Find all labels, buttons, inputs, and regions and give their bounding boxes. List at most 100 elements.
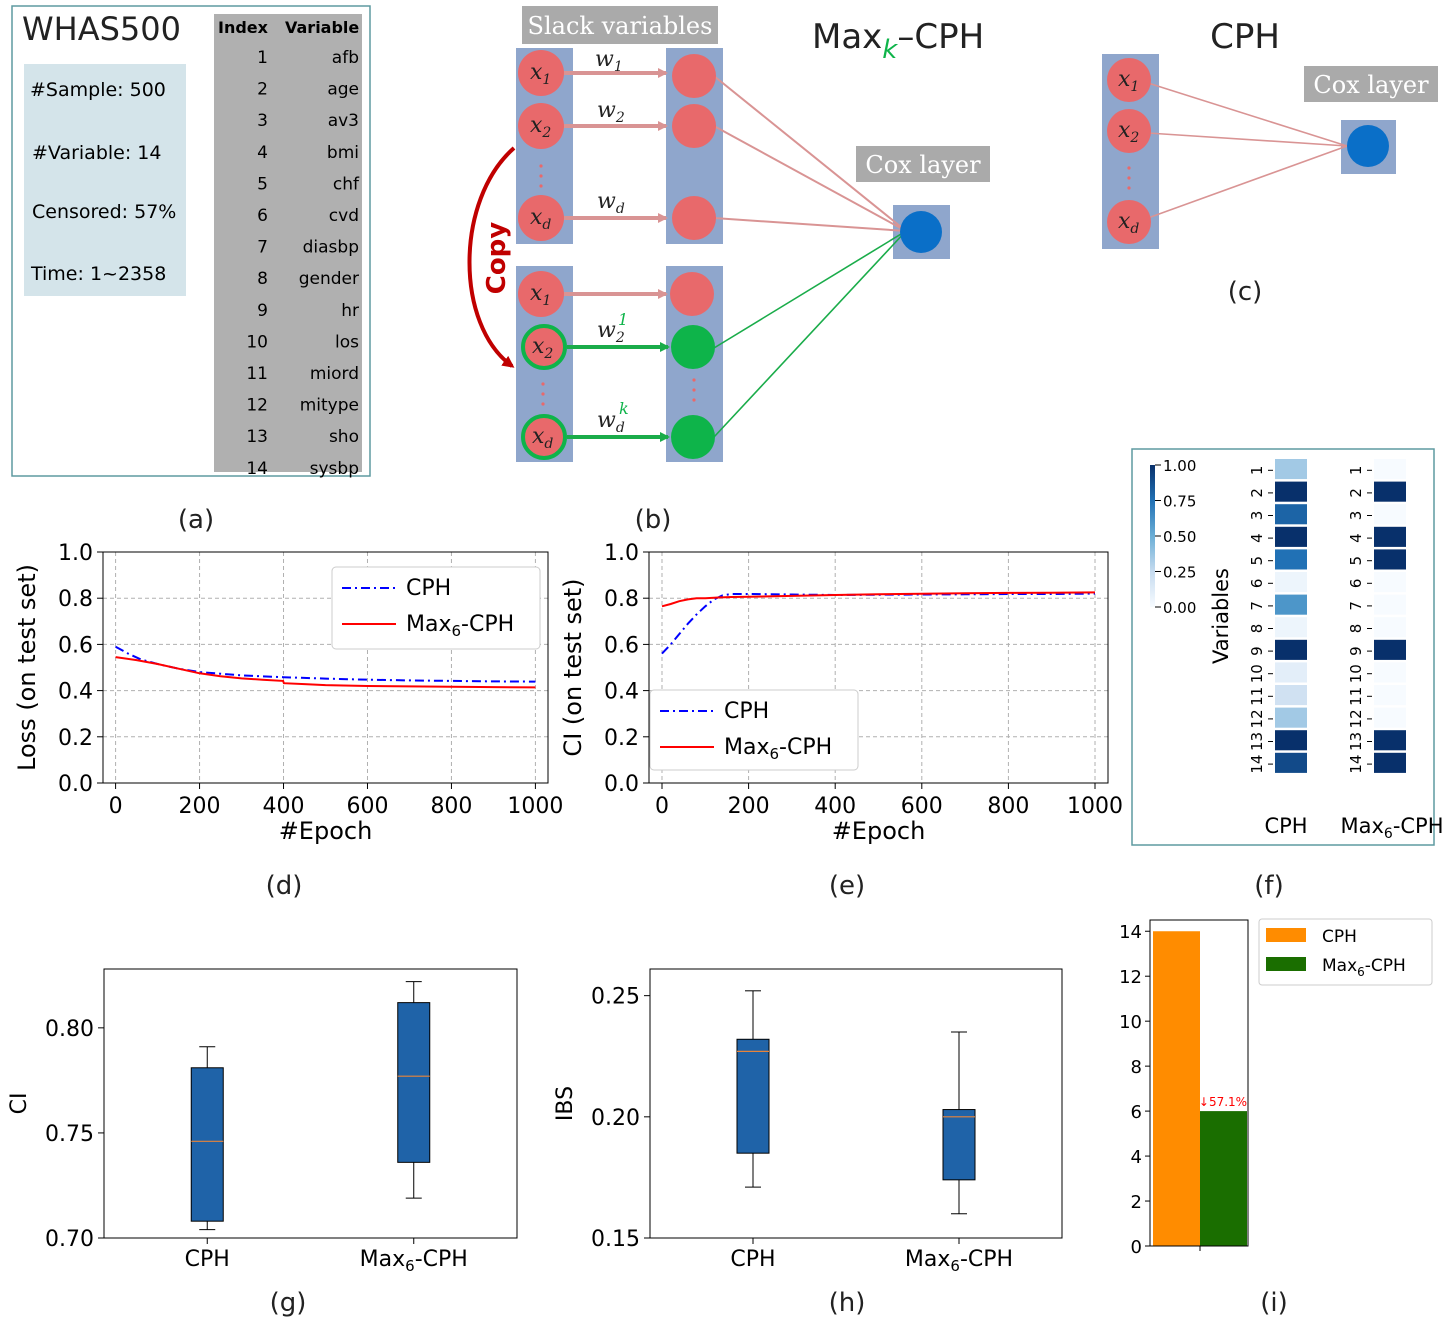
heatmap-row-label: 13 (1347, 732, 1365, 751)
plot-frame (648, 551, 1109, 784)
node-labels-b: x1 x2 xd x1 x2 xd (530, 60, 553, 452)
heatmap-column-label: CPH (1264, 814, 1307, 838)
cph-title: CPH (1210, 17, 1280, 57)
heatmap-column-label: Max6-CPH (1340, 814, 1443, 842)
weight-labels-b: w1 w2 wd w2 1 wd k (595, 47, 629, 436)
y-axis-label: Loss (on test set) (13, 564, 41, 771)
node-x1-bottom (518, 271, 564, 317)
y-tick-label: 0.0 (604, 772, 639, 797)
colorbar-tick-label: 1.00 (1163, 457, 1196, 475)
chart-e-ci: 0.0 0.2 0.4 0.6 0.8 1.0 0 200 400 600 800 1000 #Epoc… (559, 541, 1123, 845)
c-label-x1: x1 (1118, 67, 1139, 95)
y-tick-label: 0.6 (604, 633, 639, 658)
y-tick-label: 0.2 (58, 726, 93, 751)
edges-top (713, 75, 907, 232)
y-tick-label: 0.2 (604, 726, 639, 751)
table-cell-variable: chf (333, 174, 360, 194)
table-cell-index: 12 (246, 396, 268, 416)
bar-annotation: ↓57.1% (1199, 1095, 1247, 1109)
y-tick-label: 0.80 (45, 1017, 94, 1042)
table-cell-variable: diasbp (303, 238, 359, 258)
caption-e: (e) (829, 871, 865, 901)
label-x2-bottom: x2 (532, 334, 553, 362)
heatmap-row-label: 6 (1347, 579, 1365, 589)
table-cell-index: 13 (246, 427, 268, 447)
c-cox-layer-label: Cox layer (1313, 71, 1429, 99)
node-x1-top (518, 50, 564, 96)
dataset-info-box (24, 64, 186, 296)
node-xd-bottom (521, 414, 567, 460)
colorbar-tick-label: 0.25 (1163, 564, 1196, 582)
heatmap-row-label: 7 (1248, 601, 1266, 611)
box (942, 1109, 976, 1181)
plot-frame (102, 551, 549, 784)
heatmap-cell (1374, 617, 1406, 638)
caption-f: (f) (1254, 871, 1283, 901)
chart-g-ci-box: 0.70 0.75 0.80 CPH Max6-CPH CI (7, 968, 518, 1275)
table-cell-variable: hr (341, 301, 359, 321)
caption-a: (a) (178, 505, 214, 535)
copy-arrow (467, 146, 516, 368)
heatmap-cell (1275, 526, 1307, 547)
y-tick-label: 0.6 (58, 633, 93, 658)
out-node-d (672, 196, 716, 240)
y-tick-label: 0.70 (45, 1227, 94, 1252)
captions: (a) (b) (c) (d) (e) (f) (g) (h) (i) (178, 277, 1288, 1318)
table-cell-index: 6 (257, 206, 268, 226)
box (736, 1038, 770, 1154)
x-axis-label: #Epoch (832, 817, 926, 845)
y-axis-label: IBS (553, 1086, 578, 1121)
caption-c: (c) (1228, 277, 1263, 307)
series-line-cph (661, 592, 1096, 655)
table-cell-variable: mitype (300, 396, 359, 416)
table-cell-index: 2 (257, 80, 268, 100)
y-tick-label: 0.8 (58, 587, 93, 612)
heatmap-cell (1275, 707, 1307, 728)
x-tick-label: 800 (430, 794, 472, 819)
stat-samples: #Sample: 500 (30, 79, 166, 101)
table-cell-variable: sho (329, 427, 359, 447)
x-tick-label: CPH (185, 1247, 230, 1272)
table-cell-index: 10 (246, 332, 268, 352)
table-cell-variable: sysbp (310, 459, 359, 479)
chart-d-loss: 0.0 0.2 0.4 0.6 0.8 1.0 0 200 400 600 800 1000 #Epoc… (13, 541, 563, 845)
stat-variables: #Variable: 14 (32, 142, 161, 164)
heatmap-row-label: 12 (1248, 709, 1266, 728)
plot-frame (649, 968, 1063, 1239)
y-tick-label: 0.20 (591, 1106, 640, 1131)
y-tick-label: 0.8 (604, 587, 639, 612)
heatmap-row-label: 8 (1347, 624, 1365, 634)
stat-censored: Censored: 57% (32, 201, 176, 223)
table-cell-variable: afb (332, 48, 359, 68)
x-tick-label: 1000 (507, 794, 563, 819)
y-tick-label: 6 (1131, 1102, 1142, 1123)
heatmap-cell (1374, 549, 1406, 570)
box (397, 1002, 431, 1163)
weight-arrows-top (563, 68, 668, 299)
x-tick-label: 800 (987, 794, 1029, 819)
heatmap-row-label: 10 (1347, 664, 1365, 683)
table-cell-variable: gender (299, 269, 359, 289)
y-tick-label: 0.0 (58, 772, 93, 797)
heatmap-cell (1374, 526, 1406, 547)
heatmap-cell (1275, 481, 1307, 502)
panel-b: Slack variables Maxk–CPH Cox layer (467, 6, 990, 462)
heatmap-cell (1374, 504, 1406, 525)
c-edges (1147, 82, 1348, 219)
x-tick-label: 200 (728, 794, 770, 819)
caption-g: (g) (270, 1288, 307, 1318)
out-node-1 (672, 54, 716, 98)
label-w2-1: w2 (597, 318, 625, 346)
c-label-xd: xd (1118, 209, 1139, 237)
c-node-x1 (1107, 58, 1151, 102)
table-cell-index: 5 (257, 174, 268, 194)
heatmap-cell (1275, 572, 1307, 593)
legend-label: Max6-CPH (724, 735, 832, 763)
label-w2: w2 (597, 98, 625, 126)
c-label-x2: x2 (1118, 118, 1139, 146)
table-cell-variable: bmi (327, 143, 359, 163)
heatmap-cell (1275, 617, 1307, 638)
out-node-2-copy (671, 325, 715, 369)
heatmap-y-label: Variables (1209, 568, 1233, 664)
table-cell-index: 8 (257, 269, 268, 289)
